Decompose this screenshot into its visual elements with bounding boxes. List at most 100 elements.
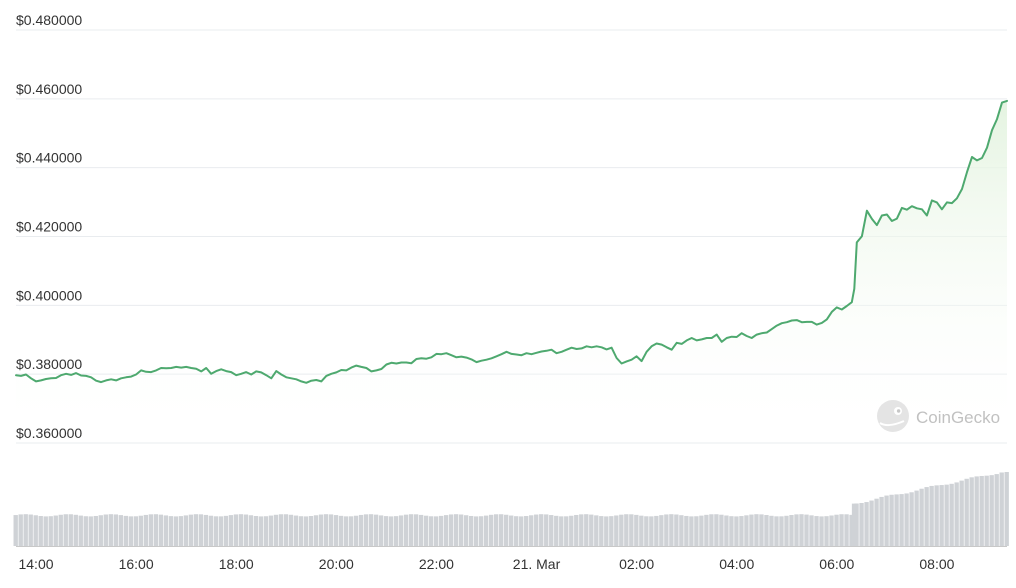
volume-bar bbox=[564, 516, 569, 546]
volume-bar bbox=[298, 516, 304, 546]
price-area-fill bbox=[16, 100, 1007, 444]
volume-bar bbox=[308, 516, 314, 546]
volume-bar bbox=[584, 514, 589, 546]
volume-bar bbox=[318, 514, 324, 546]
y-axis-ticks: $0.480000 $0.460000 $0.440000 $0.420000 $0.4… bbox=[16, 12, 82, 441]
volume-bar bbox=[684, 515, 689, 546]
volume-bar bbox=[363, 514, 369, 546]
volume-bar bbox=[313, 515, 319, 546]
volume-bar bbox=[443, 515, 449, 546]
volume-bar bbox=[829, 515, 834, 546]
volume-bar bbox=[278, 514, 284, 546]
volume-bar bbox=[784, 515, 789, 546]
volume-bar bbox=[413, 514, 419, 546]
volume-bar bbox=[358, 514, 364, 546]
volume-bar bbox=[644, 516, 649, 546]
volume-bar bbox=[403, 514, 409, 546]
volume-bar bbox=[368, 514, 374, 546]
volume-bar bbox=[704, 514, 709, 546]
volume-bar bbox=[554, 515, 559, 546]
volume-bar bbox=[153, 514, 159, 546]
volume-bar bbox=[589, 514, 594, 546]
volume-bar bbox=[328, 514, 334, 546]
volume-bar bbox=[899, 494, 904, 546]
volume-bar bbox=[959, 480, 964, 546]
volume-bar bbox=[614, 515, 619, 546]
volume-bar bbox=[654, 515, 659, 546]
volume-bar bbox=[138, 515, 144, 546]
volume-bar bbox=[489, 514, 494, 546]
volume-bar bbox=[969, 477, 974, 546]
volume-bar bbox=[378, 515, 384, 546]
volume-bar bbox=[884, 495, 889, 546]
x-tick-label: 08:00 bbox=[919, 556, 954, 572]
volume-bar bbox=[574, 514, 579, 546]
volume-bar bbox=[238, 514, 244, 546]
volume-bar bbox=[23, 514, 28, 546]
volume-bar bbox=[919, 488, 924, 546]
volume-bar bbox=[494, 514, 499, 546]
x-tick-label: 22:00 bbox=[419, 556, 454, 572]
volume-bar bbox=[914, 490, 919, 546]
x-tick-label: 06:00 bbox=[819, 556, 854, 572]
volume-bar bbox=[504, 514, 509, 546]
volume-bar bbox=[924, 487, 929, 546]
volume-bar bbox=[744, 515, 749, 546]
volume-bar bbox=[28, 514, 33, 546]
volume-bar bbox=[108, 514, 113, 546]
x-tick-label: 21. Mar bbox=[513, 556, 561, 572]
y-tick-label: $0.360000 bbox=[16, 425, 82, 441]
volume-bar bbox=[909, 492, 914, 546]
coingecko-watermark: CoinGecko bbox=[877, 400, 1000, 432]
volume-bar bbox=[243, 514, 249, 546]
volume-bar bbox=[879, 496, 884, 546]
volume-bar bbox=[458, 514, 464, 546]
volume-bar bbox=[123, 515, 128, 546]
volume-bar bbox=[88, 516, 93, 546]
volume-bar bbox=[263, 516, 269, 546]
volume-bar bbox=[373, 514, 379, 546]
volume-bar bbox=[669, 514, 674, 546]
volume-bar bbox=[824, 516, 829, 546]
volume-bar bbox=[168, 516, 174, 546]
volume-bar bbox=[759, 514, 764, 546]
volume-bar bbox=[764, 515, 769, 546]
volume-bar bbox=[774, 516, 779, 546]
volume-bar bbox=[288, 514, 294, 546]
volume-bar bbox=[979, 475, 984, 546]
volume-bar bbox=[98, 515, 103, 546]
volume-bar bbox=[934, 485, 939, 546]
volume-bar bbox=[894, 494, 899, 546]
volume-bar bbox=[864, 502, 869, 546]
volume-bar bbox=[73, 514, 78, 546]
volume-bar bbox=[468, 515, 474, 546]
volume-bar bbox=[273, 514, 279, 546]
volume-bar bbox=[664, 514, 669, 546]
x-axis-ticks: 14:00 16:00 18:00 20:00 22:00 21. Mar 02:00 04:… bbox=[16, 546, 1007, 572]
y-tick-label: $0.400000 bbox=[16, 287, 82, 303]
volume-bar bbox=[889, 494, 894, 546]
volume-bar bbox=[939, 485, 944, 546]
volume-bar bbox=[519, 516, 524, 546]
volume-bar bbox=[188, 514, 194, 546]
volume-bar bbox=[594, 515, 599, 546]
volume-bar bbox=[128, 516, 133, 546]
volume-bar bbox=[739, 516, 744, 546]
volume-bar bbox=[529, 515, 534, 546]
volume-bar bbox=[994, 474, 999, 546]
coingecko-wordmark: CoinGecko bbox=[916, 408, 1000, 427]
volume-bar bbox=[383, 516, 389, 546]
volume-bar bbox=[724, 515, 729, 546]
volume-bar bbox=[118, 515, 123, 546]
volume-bar bbox=[248, 515, 254, 546]
volume-bars bbox=[13, 472, 1009, 546]
x-tick-label: 14:00 bbox=[18, 556, 53, 572]
volume-bar bbox=[68, 514, 73, 546]
x-tick-label: 18:00 bbox=[219, 556, 254, 572]
volume-bar bbox=[398, 515, 404, 546]
volume-bar bbox=[814, 516, 819, 546]
volume-bar bbox=[283, 514, 289, 546]
volume-bar bbox=[834, 514, 839, 546]
volume-bar bbox=[769, 515, 774, 546]
volume-bar bbox=[53, 515, 58, 546]
